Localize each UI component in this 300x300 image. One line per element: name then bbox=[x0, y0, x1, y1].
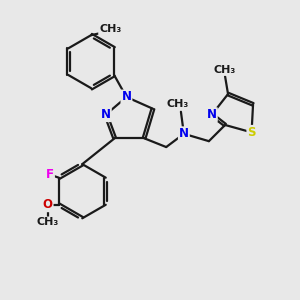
Text: N: N bbox=[207, 108, 217, 121]
Text: CH₃: CH₃ bbox=[214, 65, 236, 75]
Text: N: N bbox=[122, 91, 131, 103]
Text: O: O bbox=[43, 198, 52, 211]
Text: CH₃: CH₃ bbox=[37, 218, 59, 227]
Text: S: S bbox=[247, 126, 256, 139]
Text: CH₃: CH₃ bbox=[99, 24, 122, 34]
Text: N: N bbox=[101, 108, 111, 121]
Text: CH₃: CH₃ bbox=[167, 99, 189, 110]
Text: N: N bbox=[179, 127, 189, 140]
Text: F: F bbox=[46, 168, 54, 181]
